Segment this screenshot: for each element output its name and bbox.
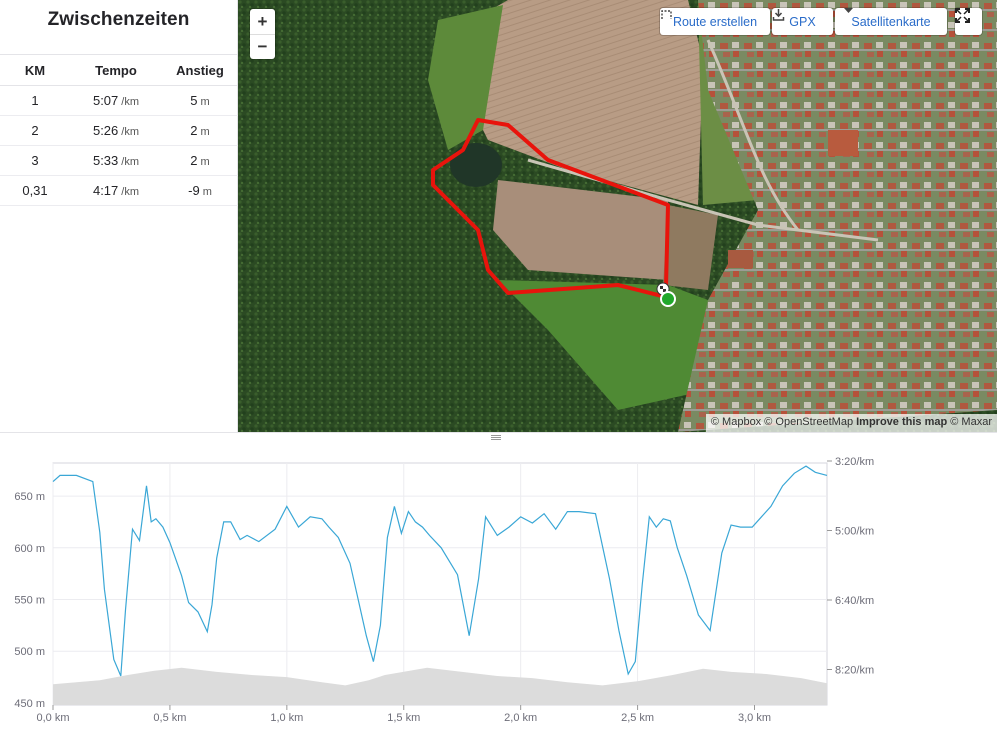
chart-grid — [52, 462, 828, 706]
download-icon — [772, 9, 785, 21]
drag-grip-icon[interactable] — [491, 435, 501, 440]
fullscreen-button[interactable] — [955, 8, 982, 35]
y-right-tick-label: 5:00/km — [835, 526, 874, 538]
splits-header-row: KM Tempo Anstieg — [0, 54, 238, 86]
x-tick-label: 3,0 km — [738, 712, 771, 724]
satellite-imagery[interactable] — [238, 0, 997, 432]
attribution-credits[interactable]: © Mapbox © OpenStreetMap — [710, 416, 854, 428]
elevation-pace-chart[interactable]: 0,0 km 0,5 km 1,0 km 1,5 km 2,0 km 2,5 km 3,0 … — [0, 443, 997, 747]
col-anstieg: Anstieg — [162, 54, 238, 86]
fullscreen-icon — [955, 8, 970, 23]
y-right-tick-label: 3:20/km — [835, 456, 874, 468]
gpx-download-button[interactable]: GPX — [772, 8, 833, 35]
y-right-tick-label: 6:40/km — [835, 595, 874, 607]
col-tempo: Tempo — [70, 54, 162, 86]
route-map[interactable]: + − Route erstellen GPX Satellitenkarte … — [238, 0, 997, 432]
split-km: 3 — [0, 145, 70, 176]
y-left-tick-label: 550 m — [14, 595, 45, 607]
maxar-credit[interactable]: © Maxar — [950, 416, 992, 428]
y-left-tick-label: 600 m — [14, 543, 45, 555]
splits-title: Zwischenzeiten — [47, 9, 190, 30]
caret-down-icon — [844, 8, 853, 13]
split-pace: 5:07/km — [70, 85, 162, 116]
elevation-area — [53, 667, 827, 705]
zoom-out-button[interactable]: − — [250, 34, 275, 59]
plot-frame — [52, 462, 828, 706]
y-left-tick-label: 650 m — [14, 491, 45, 503]
split-pace: 5:33/km — [70, 145, 162, 176]
route-icon — [661, 10, 672, 19]
chart-canvas[interactable]: 0,0 km 0,5 km 1,0 km 1,5 km 2,0 km 2,5 km 3,0 … — [0, 443, 997, 747]
map-type-select[interactable]: Satellitenkarte — [835, 8, 947, 35]
chart-axes: 0,0 km 0,5 km 1,0 km 1,5 km 2,0 km 2,5 km 3,0 … — [14, 456, 874, 724]
split-km: 0,31 — [0, 175, 70, 206]
y-left-tick-label: 450 m — [14, 698, 45, 710]
map-type-label: Satellitenkarte — [851, 14, 931, 29]
split-pace: 5:26/km — [70, 115, 162, 146]
start-marker-icon[interactable] — [658, 290, 678, 310]
x-tick-label: 1,5 km — [387, 712, 420, 724]
split-elev: -9 m — [162, 175, 238, 206]
zoom-in-button[interactable]: + — [257, 11, 268, 31]
map-attribution: © Mapbox © OpenStreetMap Improve this ma… — [705, 414, 997, 432]
gpx-label: GPX — [789, 14, 816, 29]
col-km: KM — [0, 54, 70, 86]
split-km: 2 — [0, 115, 70, 146]
zoom-control: + − — [250, 9, 275, 59]
split-row: 0,31 4:17/km -9 m — [0, 175, 238, 206]
x-tick-label: 2,0 km — [504, 712, 537, 724]
split-pace: 4:17/km — [70, 175, 162, 206]
x-tick-label: 1,0 km — [270, 712, 303, 724]
x-tick-label: 0,0 km — [36, 712, 69, 724]
panel-resize-handle[interactable] — [0, 432, 997, 443]
create-route-label: Route erstellen — [672, 14, 758, 29]
x-tick-label: 0,5 km — [153, 712, 186, 724]
y-right-tick-label: 8:20/km — [835, 665, 874, 677]
y-left-tick-label: 500 m — [14, 646, 45, 658]
route-line — [431, 118, 670, 299]
improve-map-link[interactable]: Improve this map — [856, 416, 948, 428]
splits-panel: Zwischenzeiten KM Tempo Anstieg 1 5:07/k… — [0, 0, 238, 432]
x-tick-label: 2,5 km — [621, 712, 654, 724]
pace-line — [52, 465, 828, 677]
split-km: 1 — [0, 85, 70, 116]
create-route-button[interactable]: Route erstellen — [660, 8, 770, 35]
